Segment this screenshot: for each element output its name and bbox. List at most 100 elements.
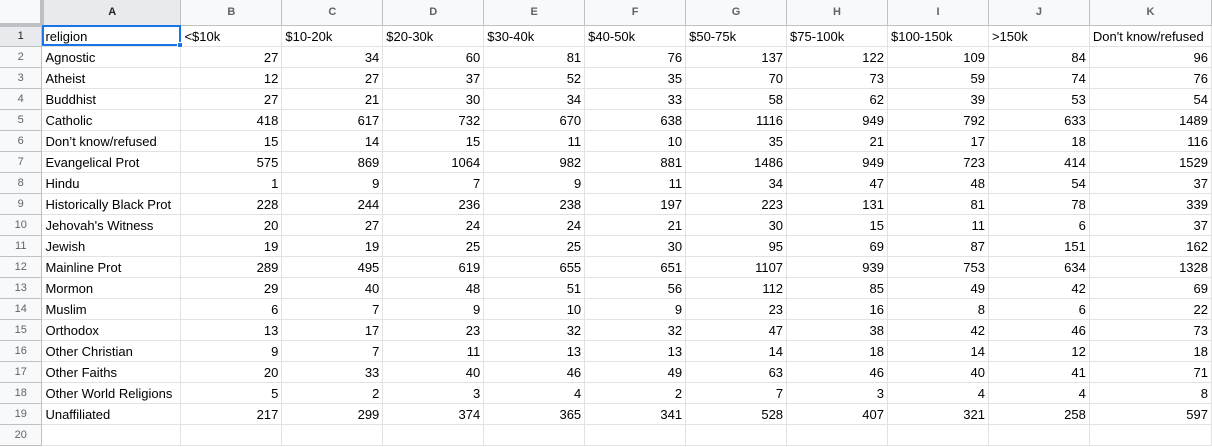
cell-c4[interactable]: 21 <box>281 88 384 110</box>
cell-i17[interactable]: 40 <box>887 361 989 383</box>
cell-b19[interactable]: 217 <box>180 403 283 425</box>
cell-d16[interactable]: 11 <box>382 340 485 362</box>
cell-g4[interactable]: 58 <box>685 88 788 110</box>
cell-f10[interactable]: 21 <box>584 214 687 236</box>
cell-d4[interactable]: 30 <box>382 88 485 110</box>
cell-j16[interactable]: 12 <box>988 340 1090 362</box>
cell-c2[interactable]: 34 <box>281 46 384 68</box>
cell-e20[interactable] <box>483 424 586 446</box>
cell-e3[interactable]: 52 <box>483 67 586 89</box>
cell-k11[interactable]: 162 <box>1089 235 1212 257</box>
cell-b17[interactable]: 20 <box>180 361 283 383</box>
cell-c14[interactable]: 7 <box>281 298 384 320</box>
cell-c12[interactable]: 495 <box>281 256 384 278</box>
cell-h9[interactable]: 131 <box>786 193 888 215</box>
cell-b7[interactable]: 575 <box>180 151 283 173</box>
cell-e11[interactable]: 25 <box>483 235 586 257</box>
cell-i8[interactable]: 48 <box>887 172 989 194</box>
cell-e16[interactable]: 13 <box>483 340 586 362</box>
cell-h19[interactable]: 407 <box>786 403 888 425</box>
cell-j3[interactable]: 74 <box>988 67 1090 89</box>
row-header-8[interactable]: 8 <box>0 172 43 194</box>
cell-f14[interactable]: 9 <box>584 298 687 320</box>
cell-k14[interactable]: 22 <box>1089 298 1212 320</box>
cell-i1[interactable]: $100-150k <box>887 25 989 47</box>
row-header-16[interactable]: 16 <box>0 340 43 362</box>
cell-d5[interactable]: 732 <box>382 109 485 131</box>
cell-c8[interactable]: 9 <box>281 172 384 194</box>
cell-a2[interactable]: Agnostic <box>41 46 182 68</box>
row-header-20[interactable]: 20 <box>0 424 43 446</box>
cell-i18[interactable]: 4 <box>887 382 989 404</box>
cell-e10[interactable]: 24 <box>483 214 586 236</box>
cell-g1[interactable]: $50-75k <box>685 25 788 47</box>
cell-d17[interactable]: 40 <box>382 361 485 383</box>
cell-d12[interactable]: 619 <box>382 256 485 278</box>
row-header-18[interactable]: 18 <box>0 382 43 404</box>
cell-j5[interactable]: 633 <box>988 109 1090 131</box>
column-header-f[interactable]: F <box>584 0 687 26</box>
cell-k10[interactable]: 37 <box>1089 214 1212 236</box>
cell-i2[interactable]: 109 <box>887 46 989 68</box>
cell-g8[interactable]: 34 <box>685 172 788 194</box>
cell-k18[interactable]: 8 <box>1089 382 1212 404</box>
cell-i20[interactable] <box>887 424 989 446</box>
cell-a3[interactable]: Atheist <box>41 67 182 89</box>
row-header-9[interactable]: 9 <box>0 193 43 215</box>
cell-a15[interactable]: Orthodox <box>41 319 182 341</box>
cell-a20[interactable] <box>41 424 182 446</box>
cell-c16[interactable]: 7 <box>281 340 384 362</box>
cell-a8[interactable]: Hindu <box>41 172 182 194</box>
cell-k16[interactable]: 18 <box>1089 340 1212 362</box>
cell-h18[interactable]: 3 <box>786 382 888 404</box>
cell-f13[interactable]: 56 <box>584 277 687 299</box>
cell-g3[interactable]: 70 <box>685 67 788 89</box>
cell-i16[interactable]: 14 <box>887 340 989 362</box>
cell-j19[interactable]: 258 <box>988 403 1090 425</box>
row-header-5[interactable]: 5 <box>0 109 43 131</box>
cell-f5[interactable]: 638 <box>584 109 687 131</box>
cell-b5[interactable]: 418 <box>180 109 283 131</box>
cell-a17[interactable]: Other Faiths <box>41 361 182 383</box>
cell-a1[interactable]: religion <box>41 25 182 47</box>
cell-f6[interactable]: 10 <box>584 130 687 152</box>
cell-b12[interactable]: 289 <box>180 256 283 278</box>
row-header-19[interactable]: 19 <box>0 403 43 425</box>
cell-e19[interactable]: 365 <box>483 403 586 425</box>
cell-k1[interactable]: Don't know/refused <box>1089 25 1212 47</box>
cell-j7[interactable]: 414 <box>988 151 1090 173</box>
cell-a6[interactable]: Don’t know/refused <box>41 130 182 152</box>
cell-b15[interactable]: 13 <box>180 319 283 341</box>
cell-j11[interactable]: 151 <box>988 235 1090 257</box>
column-header-d[interactable]: D <box>382 0 485 26</box>
cell-e17[interactable]: 46 <box>483 361 586 383</box>
cell-b3[interactable]: 12 <box>180 67 283 89</box>
cell-h20[interactable] <box>786 424 888 446</box>
cell-d13[interactable]: 48 <box>382 277 485 299</box>
cell-b4[interactable]: 27 <box>180 88 283 110</box>
cell-e9[interactable]: 238 <box>483 193 586 215</box>
cell-h13[interactable]: 85 <box>786 277 888 299</box>
cell-k9[interactable]: 339 <box>1089 193 1212 215</box>
cell-b16[interactable]: 9 <box>180 340 283 362</box>
column-header-b[interactable]: B <box>180 0 283 26</box>
cell-e18[interactable]: 4 <box>483 382 586 404</box>
cell-e2[interactable]: 81 <box>483 46 586 68</box>
cell-g13[interactable]: 112 <box>685 277 788 299</box>
cell-c9[interactable]: 244 <box>281 193 384 215</box>
cell-c13[interactable]: 40 <box>281 277 384 299</box>
cell-k5[interactable]: 1489 <box>1089 109 1212 131</box>
cell-h8[interactable]: 47 <box>786 172 888 194</box>
cell-b10[interactable]: 20 <box>180 214 283 236</box>
fill-handle[interactable] <box>176 42 183 48</box>
column-header-j[interactable]: J <box>988 0 1090 26</box>
cell-h10[interactable]: 15 <box>786 214 888 236</box>
cell-k12[interactable]: 1328 <box>1089 256 1212 278</box>
row-header-1[interactable]: 1 <box>0 25 43 47</box>
cell-a14[interactable]: Muslim <box>41 298 182 320</box>
cell-f7[interactable]: 881 <box>584 151 687 173</box>
cell-b8[interactable]: 1 <box>180 172 283 194</box>
cell-d10[interactable]: 24 <box>382 214 485 236</box>
cell-a18[interactable]: Other World Religions <box>41 382 182 404</box>
cell-c19[interactable]: 299 <box>281 403 384 425</box>
